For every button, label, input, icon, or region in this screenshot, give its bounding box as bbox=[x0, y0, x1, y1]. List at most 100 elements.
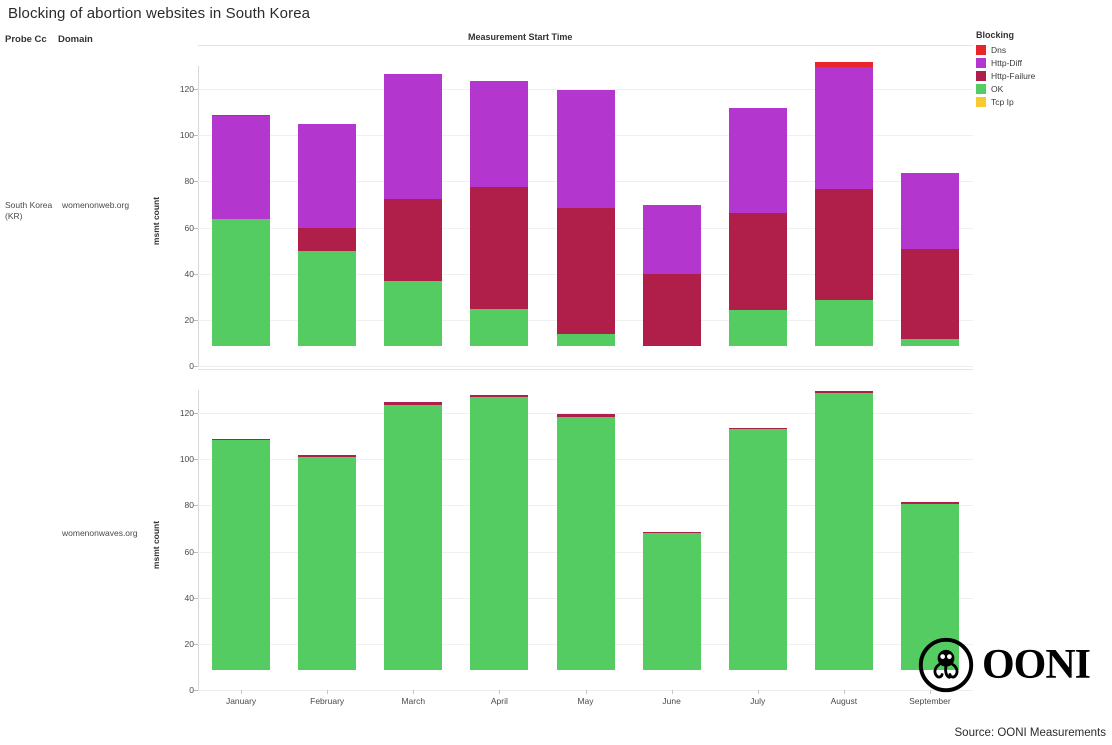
y-tick-label: 120 bbox=[179, 84, 194, 95]
bar-segment-ok[interactable] bbox=[556, 334, 615, 346]
bar-group[interactable] bbox=[728, 46, 787, 346]
bar-segment-ok[interactable] bbox=[814, 393, 873, 670]
bar-segment-http-diff[interactable] bbox=[384, 73, 443, 200]
bar-segment-http-failure[interactable] bbox=[384, 402, 443, 405]
y-tick-mark bbox=[194, 505, 198, 507]
y-tick-mark bbox=[194, 690, 198, 691]
source-text: Source: OONI Measurements bbox=[954, 727, 1106, 739]
bar-segment-http-failure[interactable] bbox=[642, 531, 701, 533]
bar-group[interactable] bbox=[384, 46, 443, 346]
bar-group[interactable] bbox=[470, 46, 529, 346]
legend: Blocking Dns Http-Diff Http-Failure OK Tcp I… bbox=[976, 30, 1035, 109]
x-tick-mark bbox=[327, 690, 329, 694]
x-tick-mark bbox=[671, 690, 673, 694]
x-tick-label-january: January bbox=[225, 696, 257, 706]
y-axis-line bbox=[198, 66, 199, 366]
bar-segment-http-failure[interactable] bbox=[814, 390, 873, 394]
bar-group[interactable] bbox=[556, 46, 615, 346]
bar-segment-http-failure[interactable] bbox=[900, 501, 959, 504]
facet-column-title: Measurement Start Time bbox=[468, 32, 573, 42]
bar-group[interactable] bbox=[298, 46, 357, 346]
bar-segment-http-failure[interactable] bbox=[470, 186, 529, 310]
bar-segment-dns[interactable] bbox=[814, 62, 873, 67]
legend-item-http-diff[interactable]: Http-Diff bbox=[976, 57, 1035, 69]
bar-group[interactable] bbox=[212, 46, 271, 346]
bar-segment-http-failure[interactable] bbox=[728, 427, 787, 429]
bar-group[interactable] bbox=[298, 370, 357, 670]
bar-segment-ok[interactable] bbox=[470, 396, 529, 670]
bar-segment-ok[interactable] bbox=[900, 339, 959, 346]
bar-group[interactable] bbox=[814, 370, 873, 670]
bar-segment-http-failure[interactable] bbox=[642, 274, 701, 346]
bar-segment-http-failure[interactable] bbox=[814, 189, 873, 300]
bar-segment-http-diff[interactable] bbox=[900, 172, 959, 250]
bar-group[interactable] bbox=[814, 46, 873, 346]
bar-segment-ok[interactable] bbox=[298, 456, 357, 670]
bar-segment-ok[interactable] bbox=[728, 310, 787, 346]
bar-segment-http-failure[interactable] bbox=[384, 199, 443, 282]
bar-segment-http-failure[interactable] bbox=[470, 395, 529, 397]
bar-group[interactable] bbox=[470, 370, 529, 670]
bar-segment-ok[interactable] bbox=[212, 219, 271, 346]
bar-segment-ok[interactable] bbox=[298, 251, 357, 346]
legend-label: Dns bbox=[991, 45, 1007, 55]
bar-segment-http-failure[interactable] bbox=[900, 249, 959, 340]
bar-segment-ok[interactable] bbox=[470, 309, 529, 346]
bar-segment-http-failure[interactable] bbox=[728, 213, 787, 311]
y-tick-mark bbox=[194, 597, 198, 599]
bar-segment-http-diff[interactable] bbox=[298, 124, 357, 229]
bar-group[interactable] bbox=[728, 370, 787, 670]
bar-segment-ok[interactable] bbox=[814, 299, 873, 346]
legend-title: Blocking bbox=[976, 30, 1015, 40]
bar-segment-http-failure[interactable] bbox=[556, 413, 615, 418]
bar-segment-http-diff[interactable] bbox=[814, 66, 873, 190]
bar-group[interactable] bbox=[556, 370, 615, 670]
bar-segment-http-failure[interactable] bbox=[298, 455, 357, 457]
x-tick-label-july: July bbox=[750, 696, 766, 706]
y-tick-label: 80 bbox=[184, 176, 194, 187]
x-tick-mark bbox=[585, 690, 587, 694]
bar-segment-http-failure[interactable] bbox=[298, 228, 357, 252]
column-header-domain: Domain bbox=[58, 34, 93, 45]
bar-group[interactable] bbox=[642, 370, 701, 670]
bar-group[interactable] bbox=[384, 370, 443, 670]
x-tick-mark bbox=[413, 690, 415, 694]
page-title: Blocking of abortion websites in South K… bbox=[8, 5, 311, 22]
bar-segment-http-diff[interactable] bbox=[470, 80, 529, 187]
y-axis-label: msmt count bbox=[151, 196, 161, 246]
bar-segment-http-failure[interactable] bbox=[556, 207, 615, 335]
bar-segment-http-diff[interactable] bbox=[212, 116, 271, 220]
ooni-octopus-icon bbox=[918, 637, 974, 693]
bar-segment-http-diff[interactable] bbox=[556, 89, 615, 208]
row-label-probe-cc-0: South Korea (KR) bbox=[5, 200, 53, 221]
bar-group[interactable] bbox=[900, 46, 959, 346]
bar-segment-http-diff[interactable] bbox=[642, 205, 701, 275]
y-tick-mark bbox=[194, 135, 198, 137]
x-tick-label-august: August bbox=[830, 696, 858, 706]
bar-segment-ok[interactable] bbox=[642, 532, 701, 670]
bar-segment-ok[interactable] bbox=[900, 503, 959, 670]
y-tick-label: 60 bbox=[184, 546, 194, 557]
plot-area-womenonweb: 0 20 40 60 80 100 120 msmt count bbox=[151, 62, 973, 371]
bar-group[interactable] bbox=[642, 46, 701, 346]
bar-segment-ok[interactable] bbox=[556, 417, 615, 670]
bar-segment-ok[interactable] bbox=[728, 428, 787, 670]
bar-segment-ok[interactable] bbox=[384, 404, 443, 670]
column-header-probe-cc: Probe Cc bbox=[5, 34, 47, 45]
bar-segment-ok[interactable] bbox=[384, 281, 443, 346]
gridline bbox=[198, 413, 973, 415]
bar-segment-http-failure[interactable] bbox=[212, 439, 271, 441]
y-tick-mark bbox=[194, 273, 198, 275]
bar-group[interactable] bbox=[900, 370, 959, 670]
legend-item-http-failure[interactable]: Http-Failure bbox=[976, 70, 1035, 82]
bar-segment-dns[interactable] bbox=[212, 115, 271, 117]
bar-segment-ok[interactable] bbox=[212, 440, 271, 670]
legend-item-dns[interactable]: Dns bbox=[976, 44, 1035, 56]
legend-item-ok[interactable]: OK bbox=[976, 83, 1035, 95]
legend-item-tcp-ip[interactable]: Tcp Ip bbox=[976, 96, 1035, 108]
y-tick-mark bbox=[194, 181, 198, 183]
plot-area-womenonwaves: 0 20 40 60 80 100 120 msmt count January February… bbox=[151, 390, 973, 706]
y-tick-label: 40 bbox=[184, 592, 194, 603]
bar-segment-http-diff[interactable] bbox=[728, 108, 787, 214]
bar-group[interactable] bbox=[212, 370, 271, 670]
